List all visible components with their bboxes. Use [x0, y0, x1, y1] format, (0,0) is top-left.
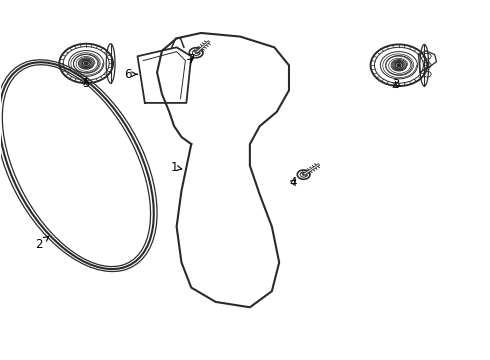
- Text: 7: 7: [188, 53, 195, 66]
- Circle shape: [84, 62, 88, 65]
- Text: 6: 6: [124, 68, 137, 81]
- Text: 3: 3: [392, 78, 399, 91]
- Text: 4: 4: [289, 176, 296, 189]
- Circle shape: [397, 64, 401, 67]
- Text: 5: 5: [82, 77, 90, 90]
- Text: 2: 2: [35, 237, 49, 251]
- Text: 1: 1: [171, 161, 182, 174]
